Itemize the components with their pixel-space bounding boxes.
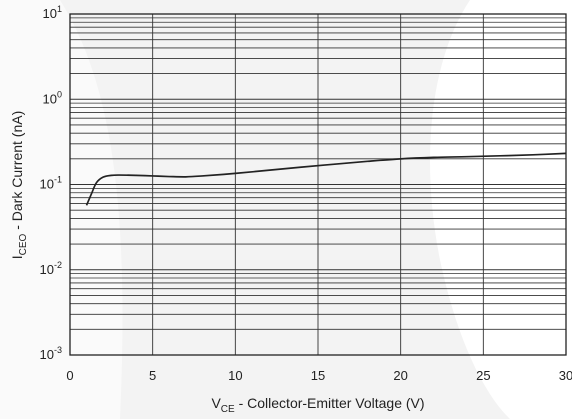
x-tick-label: 5 [149, 368, 156, 383]
x-tick-label: 30 [559, 368, 572, 383]
grid [70, 14, 566, 355]
y-tick-label: 10-1 [40, 175, 62, 192]
x-tick-label: 10 [228, 368, 242, 383]
x-tick-label: 15 [311, 368, 325, 383]
series-layer [85, 152, 567, 206]
x-tick-label: 20 [393, 368, 407, 383]
series-line-0 [85, 152, 567, 206]
plot-frame-rect [69, 13, 567, 356]
y-axis-label: ICEO - Dark Current (nA) [9, 111, 29, 259]
plot-frame [69, 13, 567, 356]
y-tick-label: 101 [43, 4, 62, 21]
y-tick-label: 100 [43, 89, 62, 106]
y-tick-label: 10-2 [40, 260, 62, 277]
y-tick-label: 10-3 [40, 345, 62, 362]
tick-labels: 0 5 10 15 20 25 30 101 100 10-1 10-2 10-3 [40, 4, 572, 383]
x-axis-label: VCE - Collector-Emitter Voltage (V) [211, 395, 424, 415]
x-tick-label: 25 [476, 368, 490, 383]
x-tick-label: 0 [66, 368, 73, 383]
